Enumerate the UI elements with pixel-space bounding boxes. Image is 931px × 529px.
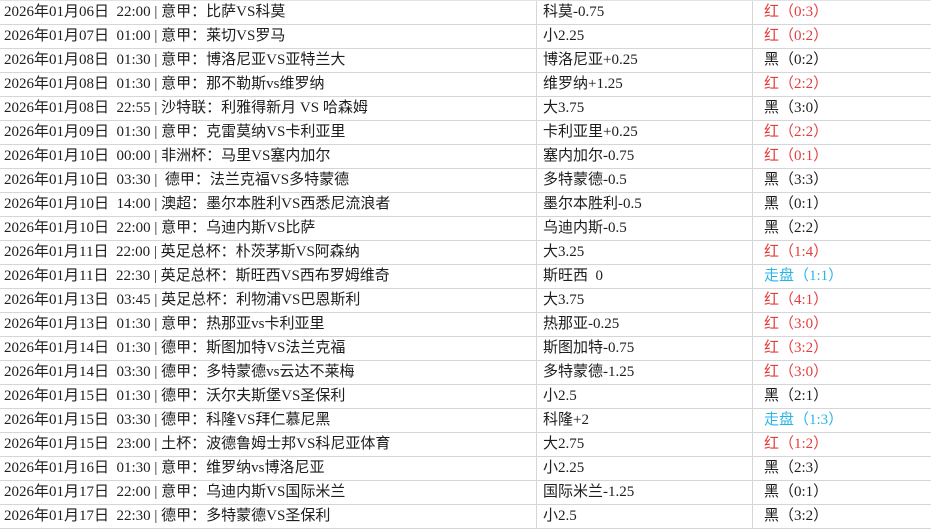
table-row: 2026年01月13日 03:45 | 英足总杯：利物浦VS巴恩斯利 大3.75 红… [0, 289, 931, 313]
table-row: 2026年01月10日 00:00 | 非洲杯：马里VS塞内加尔 塞内加尔-0.7… [0, 145, 931, 169]
match-info-cell: 2026年01月08日 01:30 | 意甲：博洛尼亚VS亚特兰大 [0, 49, 537, 72]
result-cell: 红（1:4） [764, 244, 829, 260]
result-cell: 红（2:2） [764, 124, 829, 140]
handicap-cell: 墨尔本胜利-0.5 [537, 193, 753, 216]
match-info-cell: 2026年01月16日 01:30 | 意甲：维罗纳vs博洛尼亚 [0, 457, 537, 480]
match-info-cell: 2026年01月10日 00:00 | 非洲杯：马里VS塞内加尔 [0, 145, 537, 168]
table-row: 2026年01月10日 03:30 | 德甲：法兰克福VS多特蒙德 多特蒙德-0.… [0, 169, 931, 193]
match-info-cell: 2026年01月06日 22:00 | 意甲：比萨VS科莫 [0, 1, 537, 24]
handicap-cell: 乌迪内斯-0.5 [537, 217, 753, 240]
match-info-cell: 2026年01月15日 01:30 | 德甲：沃尔夫斯堡VS圣保利 [0, 385, 537, 408]
table-row: 2026年01月09日 01:30 | 意甲：克雷莫纳VS卡利亚里 卡利亚里+0.… [0, 121, 931, 145]
handicap-cell: 大3.75 [537, 289, 753, 312]
match-info-cell: 2026年01月07日 01:00 | 意甲：莱切VS罗马 [0, 25, 537, 48]
handicap-cell: 国际米兰-1.25 [537, 481, 753, 504]
table-row: 2026年01月15日 01:30 | 德甲：沃尔夫斯堡VS圣保利 小2.5 黑（2… [0, 385, 931, 409]
match-info-cell: 2026年01月10日 22:00 | 意甲：乌迪内斯VS比萨 [0, 217, 537, 240]
table-row: 2026年01月07日 01:00 | 意甲：莱切VS罗马 小2.25 红（0:2） [0, 25, 931, 49]
result-cell: 黑（2:2） [764, 220, 829, 236]
table-row: 2026年01月08日 01:30 | 意甲：博洛尼亚VS亚特兰大 博洛尼亚+0.… [0, 49, 931, 73]
match-info-cell: 2026年01月09日 01:30 | 意甲：克雷莫纳VS卡利亚里 [0, 121, 537, 144]
match-info-cell: 2026年01月11日 22:00 | 英足总杯：朴茨茅斯VS阿森纳 [0, 241, 537, 264]
result-cell: 黑（2:3） [764, 460, 829, 476]
handicap-cell: 大3.75 [537, 97, 753, 120]
handicap-cell: 卡利亚里+0.25 [537, 121, 753, 144]
result-cell: 红（0:2） [764, 28, 829, 44]
table-row: 2026年01月10日 14:00 | 澳超：墨尔本胜利VS西悉尼流浪者 墨尔本胜… [0, 193, 931, 217]
table-row: 2026年01月17日 22:00 | 意甲：乌迪内斯VS国际米兰 国际米兰-1.… [0, 481, 931, 505]
handicap-cell: 小2.25 [537, 25, 753, 48]
handicap-cell: 斯图加特-0.75 [537, 337, 753, 360]
match-info-cell: 2026年01月15日 03:30 | 德甲：科隆VS拜仁慕尼黑 [0, 409, 537, 432]
match-info-cell: 2026年01月13日 03:45 | 英足总杯：利物浦VS巴恩斯利 [0, 289, 537, 312]
result-cell: 黑（3:3） [764, 172, 829, 188]
result-cell: 黑（0:1） [764, 196, 829, 212]
handicap-cell: 小2.25 [537, 457, 753, 480]
result-cell: 黑（2:1） [764, 388, 829, 404]
table-row: 2026年01月10日 22:00 | 意甲：乌迪内斯VS比萨 乌迪内斯-0.5 黑… [0, 217, 931, 241]
result-cell: 红（1:2） [764, 436, 829, 452]
handicap-cell: 小2.5 [537, 505, 753, 528]
result-cell: 黑（3:0） [764, 100, 829, 116]
table-row: 2026年01月17日 22:30 | 德甲：多特蒙德VS圣保利 小2.5 黑（3:… [0, 505, 931, 529]
result-cell: 红（0:3） [764, 4, 829, 20]
handicap-cell: 塞内加尔-0.75 [537, 145, 753, 168]
match-info-cell: 2026年01月08日 01:30 | 意甲：那不勒斯vs维罗纳 [0, 73, 537, 96]
handicap-cell: 博洛尼亚+0.25 [537, 49, 753, 72]
handicap-cell: 多特蒙德-1.25 [537, 361, 753, 384]
match-info-cell: 2026年01月17日 22:00 | 意甲：乌迪内斯VS国际米兰 [0, 481, 537, 504]
table-row: 2026年01月11日 22:30 | 英足总杯：斯旺西VS西布罗姆维奇 斯旺西 … [0, 265, 931, 289]
handicap-cell: 小2.5 [537, 385, 753, 408]
handicap-cell: 科隆+2 [537, 409, 753, 432]
table-row: 2026年01月15日 03:30 | 德甲：科隆VS拜仁慕尼黑 科隆+2 走盘（1… [0, 409, 931, 433]
result-cell: 走盘（1:1） [764, 268, 844, 284]
match-info-cell: 2026年01月13日 01:30 | 意甲：热那亚vs卡利亚里 [0, 313, 537, 336]
table-row: 2026年01月14日 01:30 | 德甲：斯图加特VS法兰克福 斯图加特-0.… [0, 337, 931, 361]
match-info-cell: 2026年01月17日 22:30 | 德甲：多特蒙德VS圣保利 [0, 505, 537, 528]
handicap-cell: 大2.75 [537, 433, 753, 456]
handicap-cell: 大3.25 [537, 241, 753, 264]
result-cell: 黑（3:2） [764, 508, 829, 524]
match-info-cell: 2026年01月11日 22:30 | 英足总杯：斯旺西VS西布罗姆维奇 [0, 265, 537, 288]
handicap-cell: 多特蒙德-0.5 [537, 169, 753, 192]
handicap-cell: 维罗纳+1.25 [537, 73, 753, 96]
match-info-cell: 2026年01月14日 01:30 | 德甲：斯图加特VS法兰克福 [0, 337, 537, 360]
table-row: 2026年01月08日 01:30 | 意甲：那不勒斯vs维罗纳 维罗纳+1.25… [0, 73, 931, 97]
result-cell: 走盘（1:3） [764, 412, 844, 428]
table-row: 2026年01月08日 22:55 | 沙特联：利雅得新月 VS 哈森姆 大3.7… [0, 97, 931, 121]
result-cell: 红（3:0） [764, 364, 829, 380]
table-row: 2026年01月13日 01:30 | 意甲：热那亚vs卡利亚里 热那亚-0.25… [0, 313, 931, 337]
match-info-cell: 2026年01月08日 22:55 | 沙特联：利雅得新月 VS 哈森姆 [0, 97, 537, 120]
handicap-cell: 热那亚-0.25 [537, 313, 753, 336]
match-info-cell: 2026年01月10日 14:00 | 澳超：墨尔本胜利VS西悉尼流浪者 [0, 193, 537, 216]
table-row: 2026年01月14日 03:30 | 德甲：多特蒙德vs云达不莱梅 多特蒙德-1… [0, 361, 931, 385]
result-cell: 红（4:1） [764, 292, 829, 308]
table-row: 2026年01月11日 22:00 | 英足总杯：朴茨茅斯VS阿森纳 大3.25 红… [0, 241, 931, 265]
result-cell: 红（3:2） [764, 340, 829, 356]
table-row: 2026年01月06日 22:00 | 意甲：比萨VS科莫 科莫-0.75 红（0:… [0, 1, 931, 25]
result-cell: 黑（0:2） [764, 52, 829, 68]
handicap-cell: 科莫-0.75 [537, 1, 753, 24]
match-info-cell: 2026年01月10日 03:30 | 德甲：法兰克福VS多特蒙德 [0, 169, 537, 192]
result-cell: 红（2:2） [764, 76, 829, 92]
match-info-cell: 2026年01月14日 03:30 | 德甲：多特蒙德vs云达不莱梅 [0, 361, 537, 384]
result-cell: 红（3:0） [764, 316, 829, 332]
result-cell: 红（0:1） [764, 148, 829, 164]
table-row: 2026年01月15日 23:00 | 土杯：波德鲁姆士邦VS科尼亚体育 大2.7… [0, 433, 931, 457]
table-row: 2026年01月16日 01:30 | 意甲：维罗纳vs博洛尼亚 小2.25 黑（2… [0, 457, 931, 481]
handicap-cell: 斯旺西 0 [537, 265, 753, 288]
result-cell: 黑（0:1） [764, 484, 829, 500]
match-info-cell: 2026年01月15日 23:00 | 土杯：波德鲁姆士邦VS科尼亚体育 [0, 433, 537, 456]
